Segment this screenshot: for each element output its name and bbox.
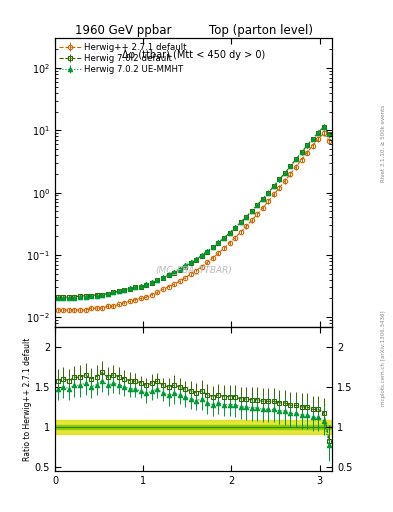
- Text: Δφ (ttbar) (Mtt < 450 dy > 0): Δφ (ttbar) (Mtt < 450 dy > 0): [122, 50, 265, 60]
- Bar: [55, 420, 332, 434]
- Legend: Herwig++ 2.7.1 default, Herwig 7.0.2 default, Herwig 7.0.2 UE-MMHT: Herwig++ 2.7.1 default, Herwig 7.0.2 def…: [58, 41, 189, 76]
- Title: 1960 GeV ppbar          Top (parton level): 1960 GeV ppbar Top (parton level): [75, 24, 312, 37]
- Text: mcplots.cern.ch [arXiv:1306.3436]: mcplots.cern.ch [arXiv:1306.3436]: [381, 311, 386, 406]
- Y-axis label: Ratio to Herwig++ 2.7.1 default: Ratio to Herwig++ 2.7.1 default: [23, 337, 32, 461]
- Text: (MC_FBA_TTBAR): (MC_FBA_TTBAR): [155, 265, 232, 273]
- Bar: [55, 425, 332, 429]
- Text: Rivet 3.1.10, ≥ 500k events: Rivet 3.1.10, ≥ 500k events: [381, 105, 386, 182]
